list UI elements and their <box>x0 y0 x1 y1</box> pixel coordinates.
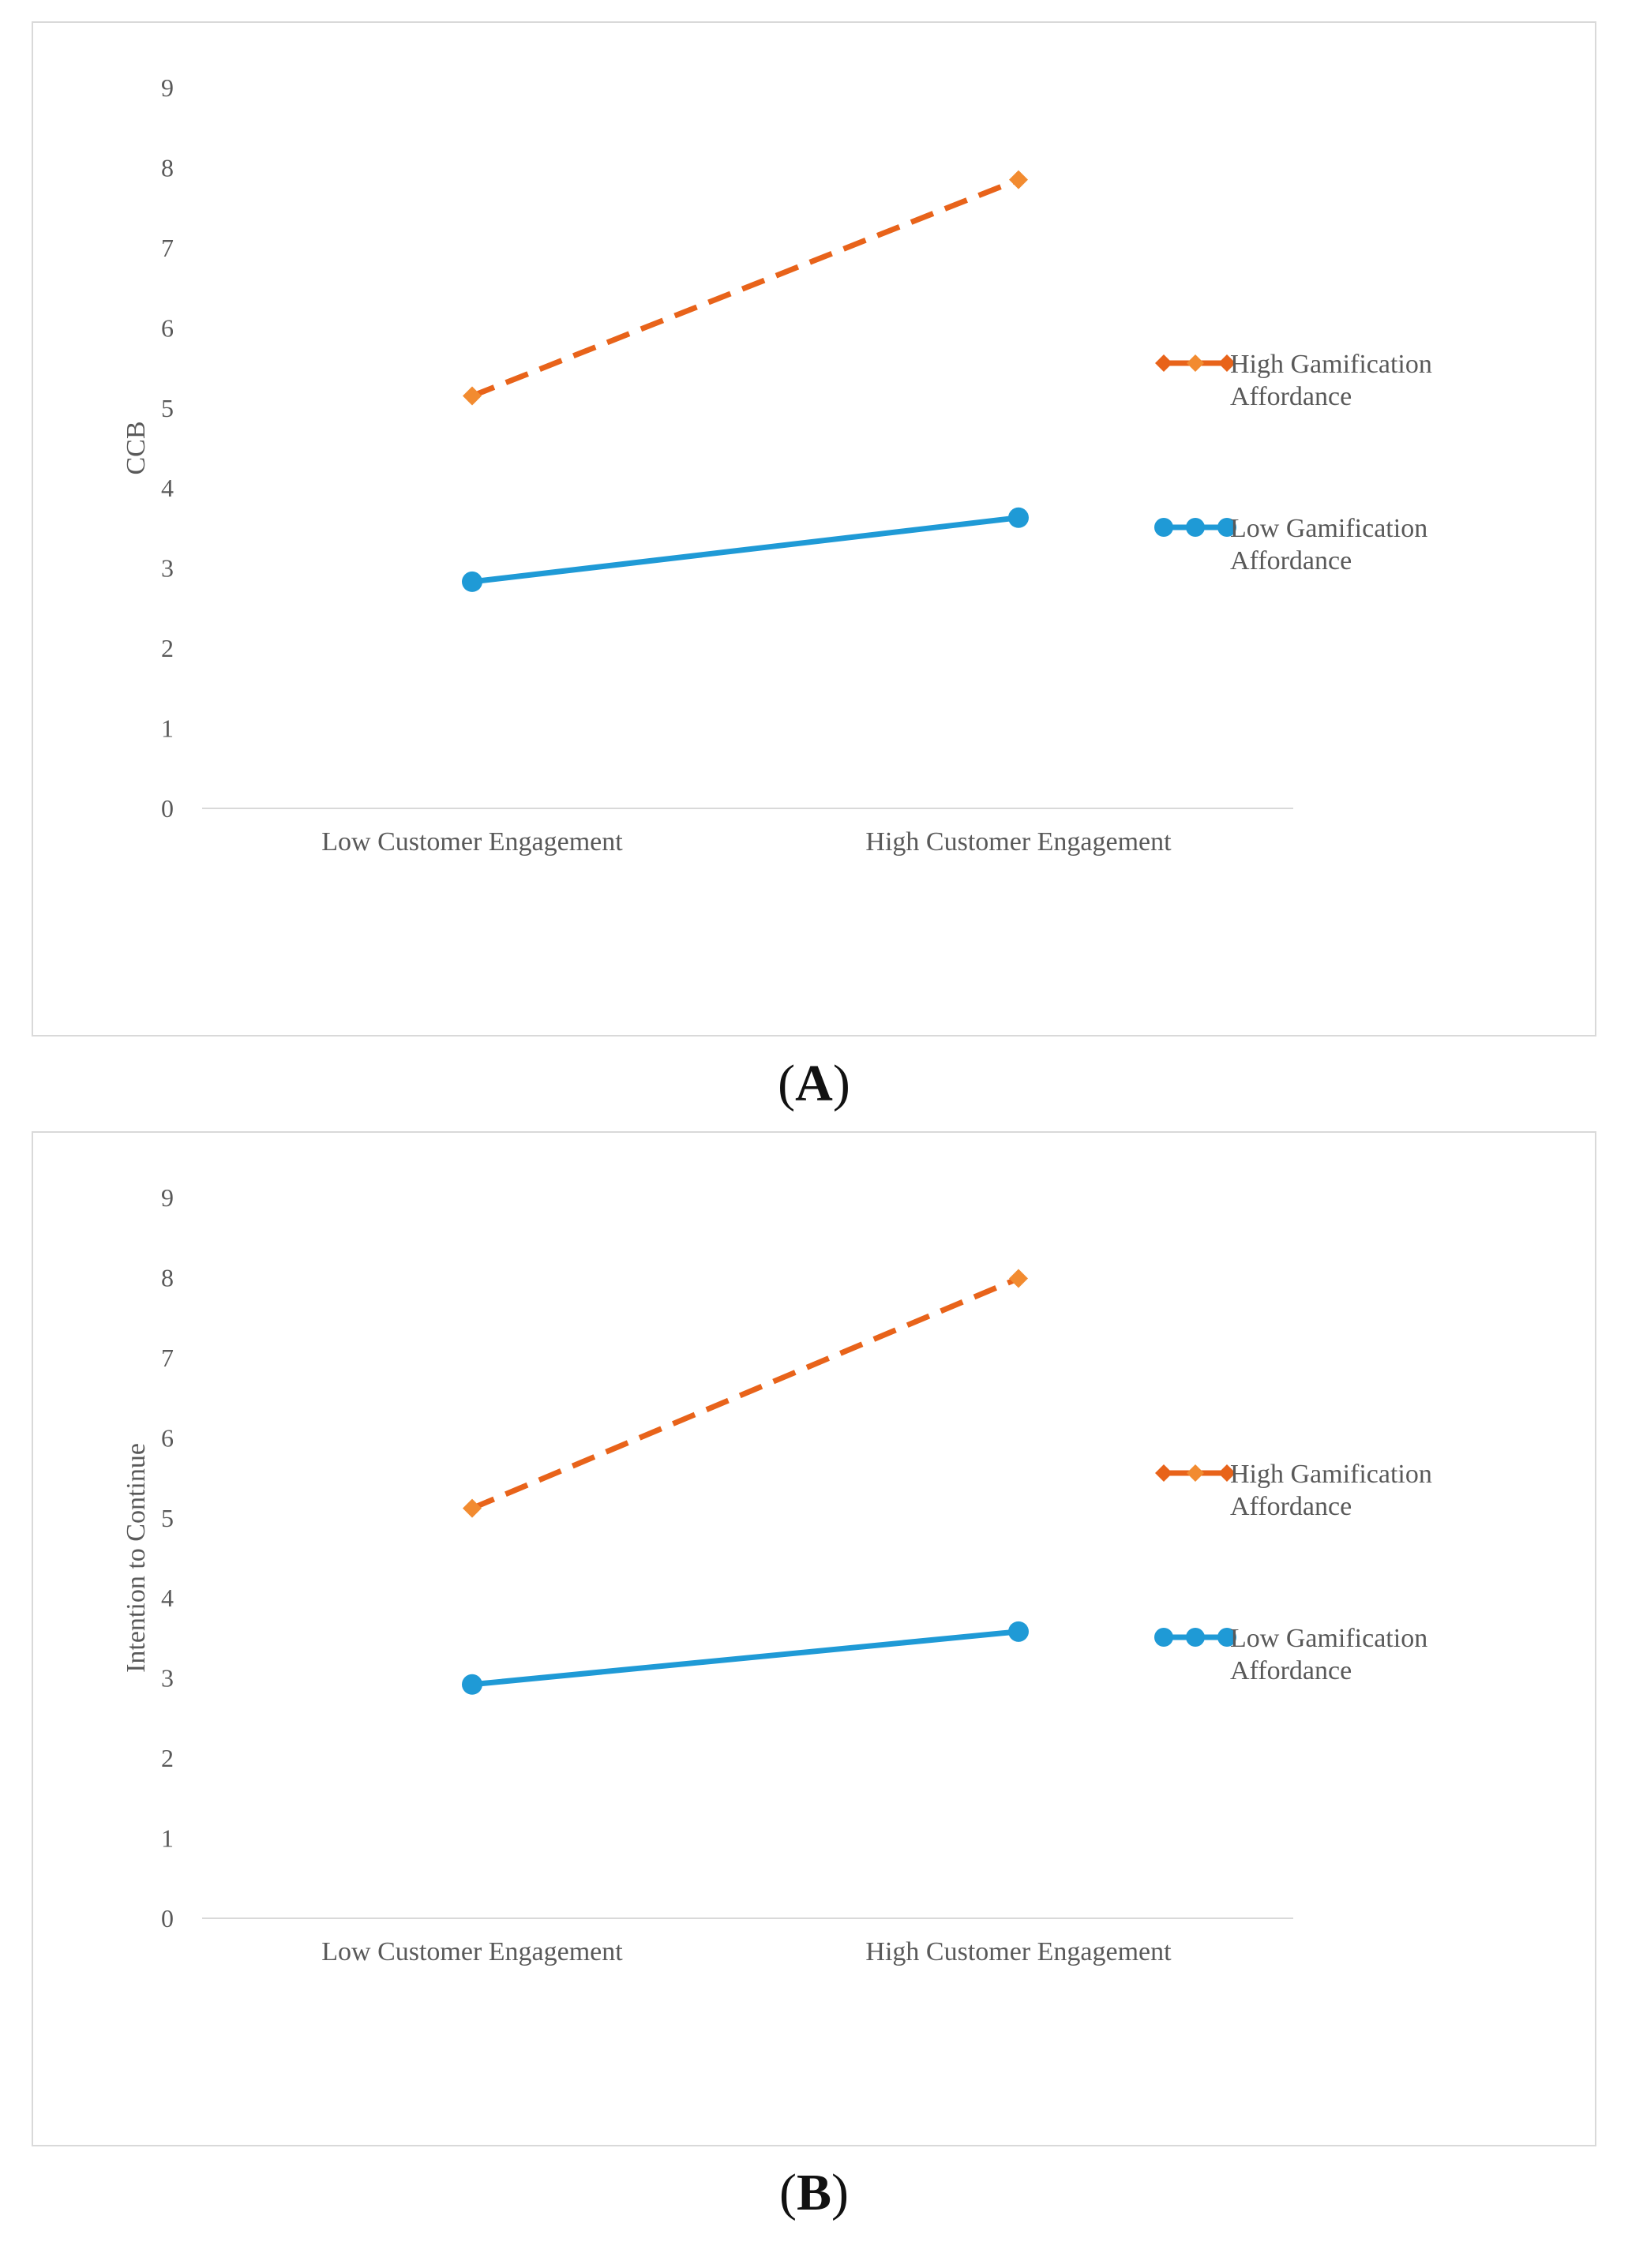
y-tick-label: 0 <box>161 794 174 823</box>
chart-a-frame: 0 1 2 3 4 5 6 7 8 9 Low Customer Engagement High Cu… <box>32 21 1596 1037</box>
legend-marker <box>1187 1464 1204 1482</box>
legend-marker <box>1155 354 1172 372</box>
data-point-marker <box>462 1674 482 1695</box>
x-category-label: Low Customer Engagement <box>321 827 623 857</box>
data-point-marker <box>463 1498 482 1518</box>
y-tick-label: 0 <box>161 1904 174 1932</box>
panel-label-b-text: B <box>796 2164 832 2221</box>
y-tick-label: 2 <box>161 634 174 662</box>
data-point-marker <box>1009 170 1028 189</box>
y-tick-label: 3 <box>161 554 174 583</box>
y-tick-label: 6 <box>161 1423 174 1452</box>
x-category-label: High Customer Engagement <box>865 827 1172 857</box>
y-tick-label: 5 <box>161 394 174 422</box>
y-tick-label: 9 <box>161 1183 174 1212</box>
y-tick-label: 5 <box>161 1504 174 1532</box>
y-axis-label: Intention to Continue <box>122 1443 151 1673</box>
chart-b-frame: 0 1 2 3 4 5 6 7 8 9 Low Customer Engagement High Cu… <box>32 1131 1596 2146</box>
chart-a: 0 1 2 3 4 5 6 7 8 9 Low Customer Engagement High Cu… <box>122 73 1432 857</box>
y-tick-label: 8 <box>161 153 174 182</box>
legend-label: High Gamification <box>1230 1460 1432 1489</box>
legend-marker <box>1187 354 1204 372</box>
legend-marker <box>1154 518 1173 537</box>
legend-label: Affordance <box>1230 382 1352 411</box>
legend-label: Low Gamification <box>1230 1624 1427 1653</box>
legend-label: Affordance <box>1230 546 1352 575</box>
y-axis-label: CCB <box>122 421 151 474</box>
series-line <box>471 1276 1020 1511</box>
data-point-marker <box>462 571 482 592</box>
legend-marker <box>1186 1628 1205 1647</box>
legend-marker <box>1154 1628 1173 1647</box>
y-tick-label: 4 <box>161 1584 174 1612</box>
data-point-marker <box>1009 1269 1028 1288</box>
y-tick-label: 8 <box>161 1263 174 1291</box>
legend-label: Affordance <box>1230 1656 1352 1685</box>
y-tick-label: 3 <box>161 1664 174 1693</box>
series-line <box>471 515 1019 585</box>
y-tick-label: 7 <box>161 1344 174 1372</box>
panel-label-b: (B) <box>779 2164 849 2221</box>
x-category-label: High Customer Engagement <box>865 1937 1172 1966</box>
series-line <box>471 1629 1019 1688</box>
y-tick-label: 2 <box>161 1744 174 1772</box>
legend-label: Affordance <box>1230 1492 1352 1521</box>
legend-marker <box>1155 1464 1172 1482</box>
legend-marker <box>1218 354 1236 372</box>
legend-marker <box>1217 1628 1236 1647</box>
legend-marker <box>1217 518 1236 537</box>
data-point-marker <box>1008 507 1029 528</box>
y-tick-label: 6 <box>161 313 174 342</box>
data-point-marker <box>1008 1621 1029 1642</box>
panel-label-a: (A) <box>778 1055 850 1112</box>
y-tick-label: 9 <box>161 73 174 102</box>
y-tick-label: 1 <box>161 1824 174 1853</box>
data-point-marker <box>463 386 482 406</box>
chart-b: 0 1 2 3 4 5 6 7 8 9 Low Customer Engagement High Cu… <box>122 1183 1432 1966</box>
legend-label: Low Gamification <box>1230 514 1427 543</box>
y-tick-label: 1 <box>161 714 174 743</box>
y-tick-label: 7 <box>161 234 174 262</box>
legend-label: High Gamification <box>1230 350 1432 379</box>
x-category-label: Low Customer Engagement <box>321 1937 623 1966</box>
y-tick-label: 4 <box>161 474 174 502</box>
legend-marker <box>1186 518 1205 537</box>
legend-marker <box>1218 1464 1236 1482</box>
panel-label-a-text: A <box>795 1055 833 1112</box>
series-line <box>471 177 1020 399</box>
